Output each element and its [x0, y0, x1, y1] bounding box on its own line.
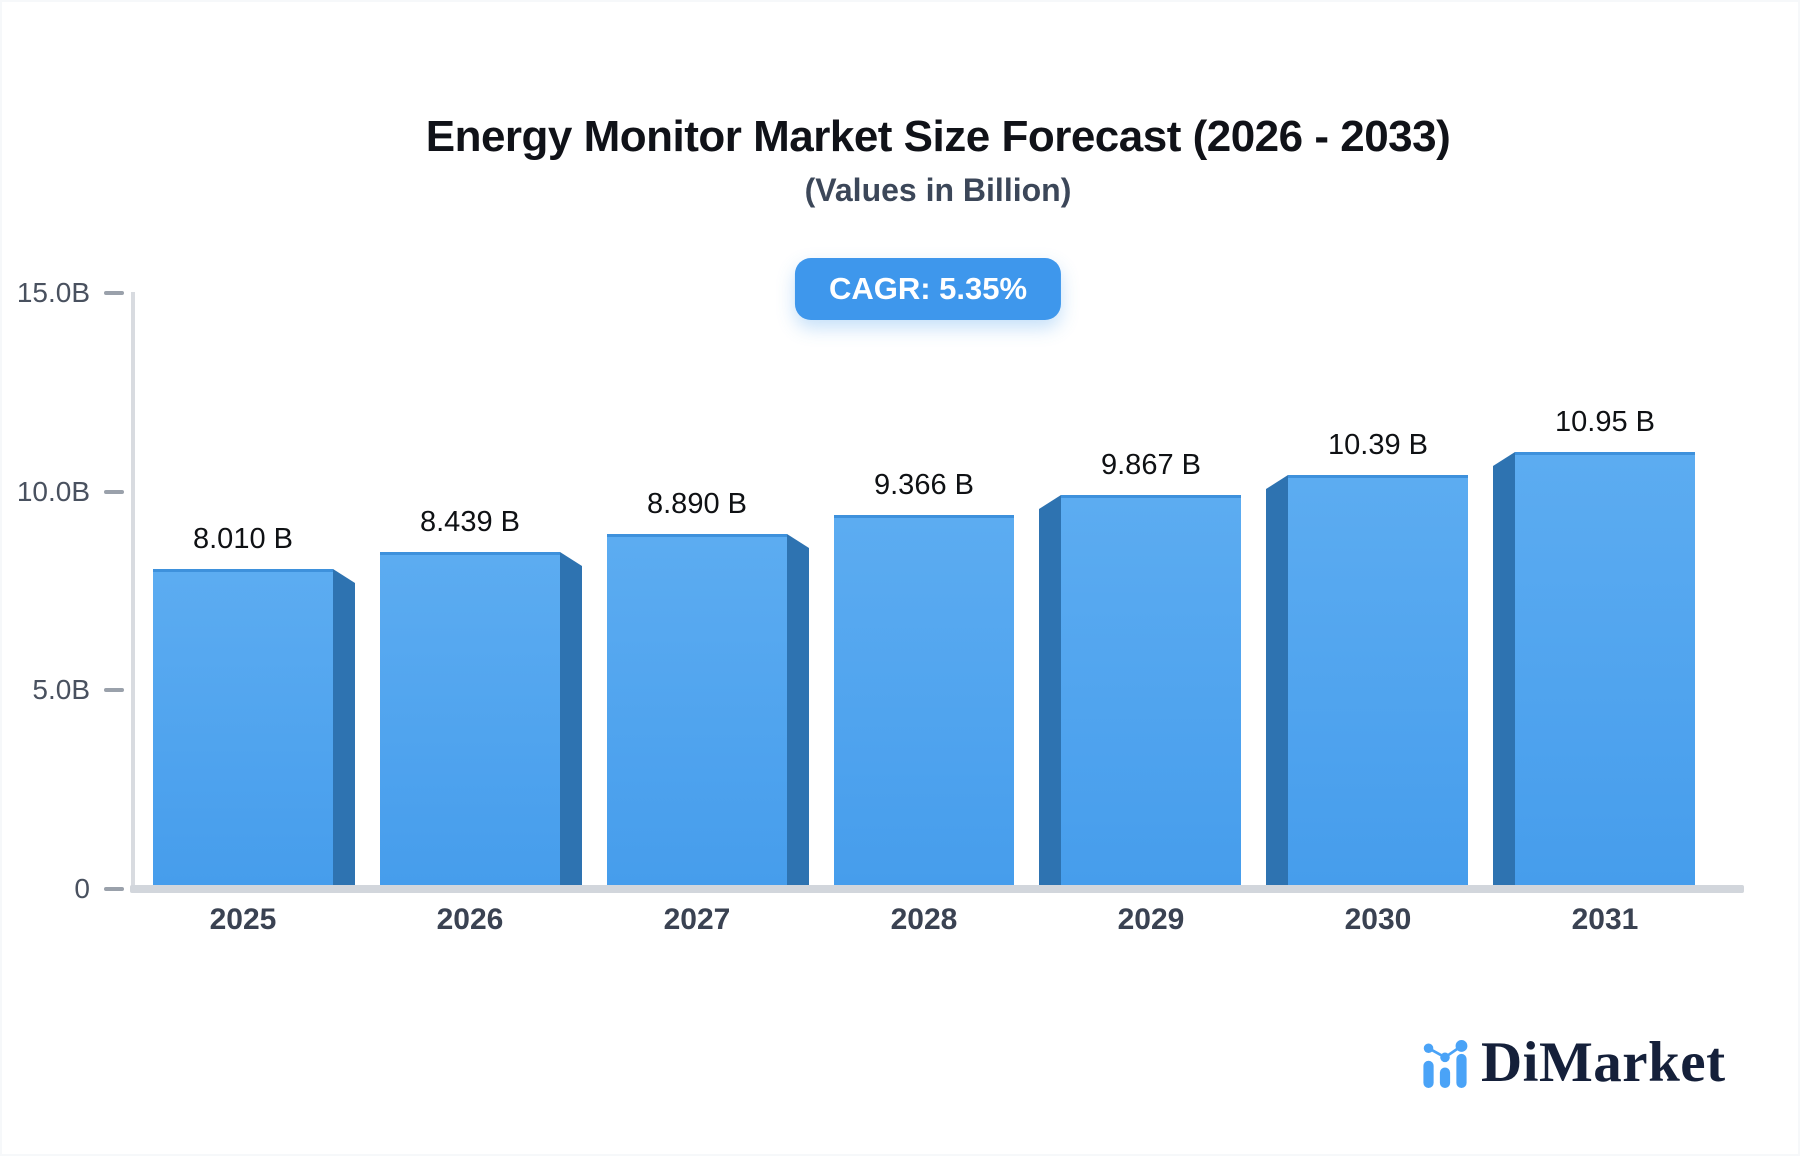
x-axis-label-2025: 2025: [209, 903, 277, 936]
x-axis-label-2031: 2031: [1571, 903, 1639, 936]
bar-2026-side: [560, 552, 582, 885]
bar-value-label-2028: 9.366 B: [874, 469, 974, 501]
chart-subtitle: (Values in Billion): [804, 172, 1072, 208]
brand-logo-text: DiMarket: [1481, 1031, 1726, 1094]
bar-2030: [1288, 475, 1468, 885]
bar-value-label-2031: 10.95 B: [1555, 406, 1655, 438]
bar-value-label-2027: 8.890 B: [647, 488, 747, 520]
x-axis-line: [130, 885, 1744, 893]
bar-2029-side: [1039, 495, 1061, 885]
bar-value-label-2026: 8.439 B: [420, 506, 520, 538]
y-tick-label: 15.0B: [16, 277, 90, 309]
bar-2030-side: [1266, 475, 1288, 885]
bar-2025: [153, 569, 333, 885]
chart-title: Energy Monitor Market Size Forecast (202…: [425, 112, 1451, 161]
bar-value-label-2030: 10.39 B: [1328, 429, 1428, 461]
bar-2026: [380, 552, 560, 885]
y-tick-mark: [104, 887, 124, 891]
bar-2031-side: [1493, 452, 1515, 885]
x-axis-label-2029: 2029: [1117, 903, 1185, 936]
bar-2027: [607, 534, 787, 885]
cagr-badge: CAGR: 5.35%: [794, 258, 1062, 320]
bar-value-label-2025: 8.010 B: [193, 523, 293, 555]
bar-value-label-2029: 9.867 B: [1101, 449, 1201, 481]
y-tick-label: 10.0B: [16, 475, 90, 507]
x-axis-label-2027: 2027: [663, 903, 731, 936]
y-tick-label: 0: [74, 873, 90, 904]
y-tick-mark: [104, 489, 124, 494]
y-axis-line: [131, 292, 135, 892]
x-axis-label-2028: 2028: [890, 903, 958, 936]
y-tick-mark: [104, 291, 124, 296]
bar-2029: [1061, 495, 1241, 885]
x-axis-label-2026: 2026: [436, 903, 504, 936]
brand-logo: DiMarket: [1422, 1031, 1726, 1094]
bar-2028: [834, 515, 1014, 885]
y-tick-label: 5.0B: [32, 674, 90, 706]
brand-logo-icon: [1423, 1040, 1468, 1088]
bar-2025-side: [333, 569, 355, 885]
y-tick-mark: [104, 688, 124, 693]
bar-2031: [1515, 452, 1695, 885]
x-axis-label-2030: 2030: [1344, 903, 1412, 936]
bar-2027-side: [787, 534, 809, 885]
